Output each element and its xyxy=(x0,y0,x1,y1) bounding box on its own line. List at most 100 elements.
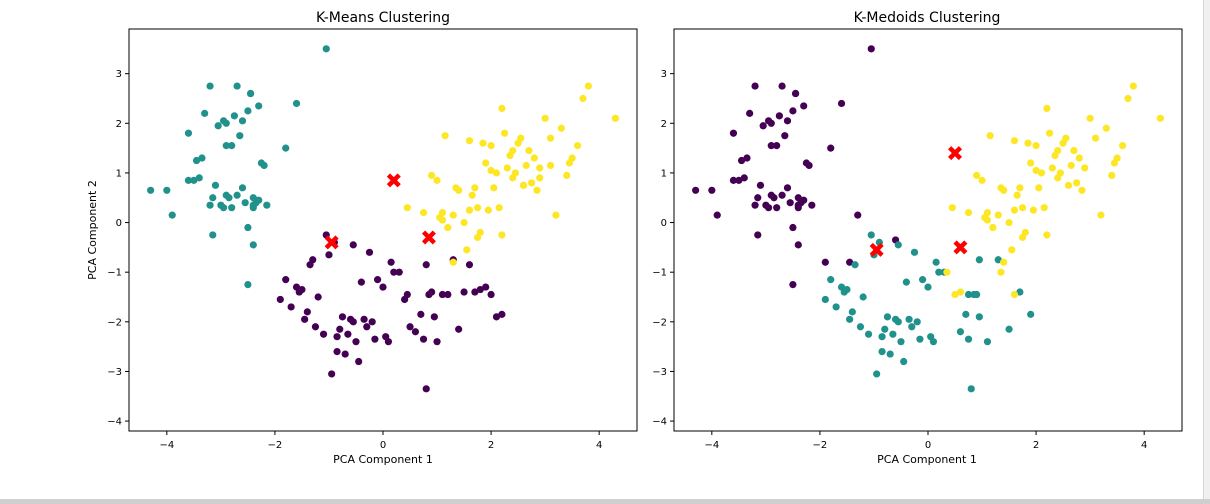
kmeans-data-point xyxy=(206,82,214,90)
kmedoids-centroid-marker xyxy=(869,242,884,257)
kmedoids-data-point xyxy=(1048,164,1056,172)
kmeans-data-point xyxy=(338,313,347,321)
kmeans-data-point xyxy=(484,206,492,214)
kmedoids-data-point xyxy=(1067,161,1075,170)
kmeans-y-tick-label: −1 xyxy=(107,268,122,279)
kmeans-data-point xyxy=(246,89,255,98)
kmeans-data-point xyxy=(519,181,528,189)
kmeans-data-point xyxy=(236,132,244,140)
kmedoids-data-point xyxy=(932,258,940,266)
kmedoids-data-point xyxy=(754,231,762,239)
kmeans-data-point xyxy=(417,310,425,318)
kmedoids-data-point xyxy=(894,241,902,249)
kmeans-data-point xyxy=(333,333,341,341)
kmeans-data-point xyxy=(444,223,452,232)
kmeans-data-point xyxy=(301,315,309,323)
kmedoids-data-point xyxy=(786,199,794,207)
kmedoids-data-point xyxy=(735,176,743,184)
kmeans-data-point xyxy=(319,330,328,338)
kmedoids-data-point xyxy=(994,256,1002,264)
kmedoids-data-point xyxy=(1024,139,1032,147)
kmedoids-data-point xyxy=(708,186,716,194)
kmedoids-data-point xyxy=(1078,186,1086,194)
kmeans-data-point xyxy=(214,122,222,130)
kmeans-data-point xyxy=(244,280,252,289)
kmedoids-data-point xyxy=(754,194,762,202)
kmedoids-data-point xyxy=(1056,169,1065,177)
kmeans-data-point xyxy=(255,102,263,110)
kmeans-y-tick-label: 3 xyxy=(116,69,122,80)
kmeans-data-point xyxy=(255,196,263,204)
kmedoids-data-point xyxy=(1054,146,1062,155)
kmedoids-data-point xyxy=(948,204,956,212)
kmeans-data-point xyxy=(309,256,317,264)
kmedoids-data-point xyxy=(970,290,978,299)
kmeans-data-point xyxy=(344,330,352,338)
kmedoids-data-point xyxy=(956,328,965,336)
kmeans-centroid-marker xyxy=(421,230,436,245)
kmedoids-data-point xyxy=(1005,218,1013,227)
kmeans-data-point xyxy=(541,114,549,122)
kmeans-data-point xyxy=(355,357,363,366)
kmeans-data-point xyxy=(463,246,471,254)
kmeans-data-point xyxy=(403,290,411,299)
kmedoids-data-point xyxy=(775,112,783,120)
kmedoids-data-point xyxy=(1010,137,1019,145)
kmeans-data-point xyxy=(455,325,463,333)
kmeans-data-point xyxy=(168,211,176,219)
kmeans-data-point xyxy=(371,335,379,343)
kmedoids-data-point xyxy=(962,310,970,318)
kmedoids-data-point xyxy=(791,89,800,98)
kmedoids-x-tick-label: 0 xyxy=(925,440,931,451)
kmeans-data-point xyxy=(433,338,441,346)
kmedoids-data-point xyxy=(1029,206,1037,214)
kmeans-data-point xyxy=(525,146,533,155)
kmeans-data-point xyxy=(163,186,171,194)
kmeans-data-point xyxy=(492,313,501,321)
kmeans-data-point xyxy=(500,129,509,137)
kmedoids-data-point xyxy=(943,268,951,276)
kmedoids-data-point xyxy=(805,161,813,170)
kmedoids-data-point xyxy=(800,196,808,204)
vertical-scrollbar[interactable] xyxy=(1203,0,1210,504)
kmeans-data-point xyxy=(352,338,360,346)
kmedoids-data-point xyxy=(854,211,862,219)
horizontal-scrollbar[interactable] xyxy=(0,499,1210,504)
kmedoids-data-point xyxy=(821,295,829,304)
kmedoids-x-tick-label: 4 xyxy=(1141,440,1147,451)
kmeans-data-point xyxy=(471,288,479,296)
kmeans-data-point xyxy=(241,199,249,207)
kmeans-y-tick-label: 0 xyxy=(116,218,122,229)
kmedoids-centroid-marker xyxy=(953,240,968,255)
kmeans-data-point xyxy=(411,328,420,336)
kmedoids-panel: K-Medoids Clustering −4 −2 0 2 4 −4 −3 −2 −1 0 1 2… xyxy=(652,10,1183,466)
kmedoids-title: K-Medoids Clustering xyxy=(854,10,1001,26)
kmedoids-data-point xyxy=(767,191,775,199)
kmeans-data-point xyxy=(563,171,571,180)
kmeans-data-point xyxy=(390,268,398,276)
kmeans-data-point xyxy=(468,191,476,199)
kmeans-data-point xyxy=(349,318,357,326)
kmedoids-data-point xyxy=(1018,204,1027,212)
kmedoids-data-point xyxy=(837,99,846,108)
kmeans-x-tick-label: 4 xyxy=(596,440,602,451)
kmedoids-data-point xyxy=(983,216,992,224)
kmeans-data-point xyxy=(428,171,436,180)
kmeans-data-point xyxy=(403,204,411,212)
kmedoids-data-point xyxy=(764,204,773,212)
kmedoids-y-tick-label: −3 xyxy=(652,367,667,378)
kmedoids-data-point xyxy=(1073,179,1081,187)
kmeans-x-tick-label: 2 xyxy=(488,440,494,451)
kmedoids-data-point xyxy=(789,223,797,232)
kmedoids-data-point xyxy=(1043,104,1051,113)
kmedoids-data-point xyxy=(827,144,835,152)
kmeans-data-point xyxy=(438,290,447,299)
kmeans-data-point xyxy=(244,107,252,115)
kmedoids-data-point xyxy=(994,211,1002,219)
kmeans-data-point xyxy=(487,290,495,299)
kmedoids-data-point xyxy=(1016,288,1024,296)
kmedoids-data-point xyxy=(867,231,875,239)
kmeans-data-point xyxy=(209,194,217,202)
kmedoids-y-tick-label: 0 xyxy=(661,218,667,229)
